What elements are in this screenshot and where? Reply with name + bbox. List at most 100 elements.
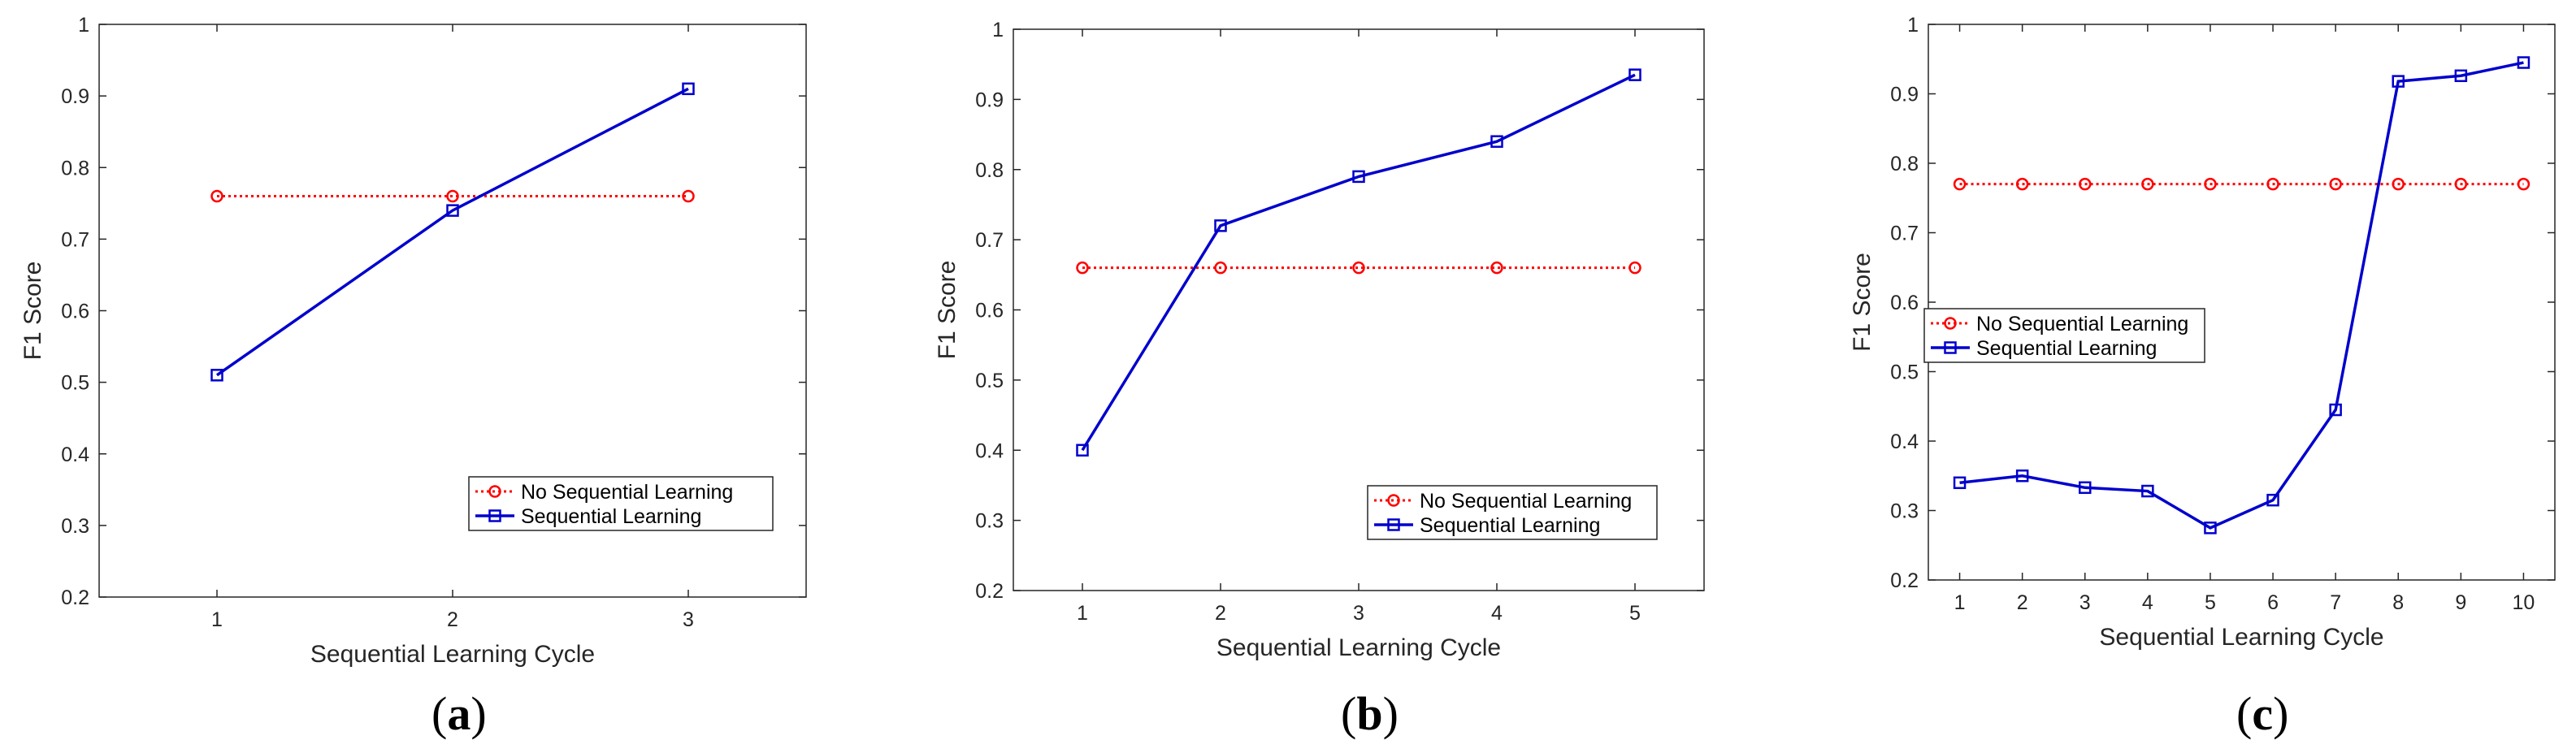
legend-label: No Sequential Learning	[521, 481, 733, 504]
data-point-sequential	[2454, 69, 2468, 83]
legend-box	[468, 476, 774, 531]
y-tick-label: 0.7	[61, 228, 89, 251]
x-tick-label: 5	[2205, 591, 2216, 614]
data-point-sequential	[2204, 521, 2217, 534]
data-point-no-sequential	[2141, 177, 2154, 191]
data-point-sequential	[1214, 219, 1227, 232]
legend-label: Sequential Learning	[1420, 514, 1600, 537]
x-tick-label: 2	[447, 608, 458, 631]
data-point-no-sequential	[2392, 177, 2405, 191]
legend-marker-square	[1944, 341, 1957, 354]
data-point-sequential	[2079, 481, 2092, 495]
data-point-no-sequential	[1628, 261, 1641, 275]
x-tick-label: 1	[211, 608, 223, 631]
data-point-sequential	[1076, 444, 1089, 457]
data-point-sequential	[2141, 484, 2154, 498]
legend-label: No Sequential Learning	[1420, 490, 1632, 513]
legend-box	[1923, 308, 2205, 363]
panel-letter: c	[2252, 687, 2273, 740]
x-axis-label: Sequential Learning Cycle	[1216, 634, 1501, 661]
y-axis-label: F1 Score	[934, 261, 961, 360]
data-point-no-sequential	[1076, 261, 1089, 275]
data-point-sequential	[2517, 56, 2530, 69]
y-tick-label: 0.4	[1890, 431, 1919, 453]
y-tick-label: 0.3	[975, 510, 1004, 533]
x-tick-label: 7	[2330, 591, 2341, 614]
panel-label: (c)	[2236, 687, 2288, 740]
data-point-sequential	[2329, 403, 2342, 417]
y-tick-label: 0.3	[61, 515, 89, 538]
panel-label: (a)	[432, 687, 487, 740]
y-tick-label: 0.7	[1890, 223, 1919, 245]
x-tick-label: 8	[2392, 591, 2404, 614]
x-axis-label: Sequential Learning Cycle	[310, 641, 595, 668]
x-tick-label: 2	[1215, 602, 1226, 625]
data-point-sequential	[210, 369, 223, 382]
chart-panel-c: 0.2 0.3 0.4 0.5 0.6 0.7 0.8 0.9 1 1 2 3 4 5 6 7 8 9 10 Sequ…	[1849, 14, 2556, 740]
data-point-no-sequential	[1953, 177, 1967, 191]
y-axis-label: F1 Score	[20, 262, 46, 361]
data-point-sequential	[1352, 170, 1365, 184]
data-point-no-sequential	[2266, 177, 2279, 191]
y-tick-label: 0.2	[61, 586, 89, 609]
axes-box	[1928, 24, 2556, 581]
panel-letter: b	[1356, 687, 1382, 740]
series-line-sequential	[1959, 61, 2524, 530]
y-tick-label: 0.2	[1890, 569, 1919, 592]
data-point-no-sequential	[1490, 261, 1503, 275]
panel-label: (b)	[1341, 687, 1399, 740]
y-tick-label: 0.9	[61, 85, 89, 108]
legend-label: No Sequential Learning	[1976, 313, 2188, 335]
data-point-no-sequential	[2517, 177, 2530, 191]
x-tick-label: 1	[1077, 602, 1088, 625]
x-tick-label: 4	[2142, 591, 2153, 614]
y-tick-label: 0.6	[1890, 292, 1919, 314]
series-line-sequential	[1081, 73, 1636, 452]
legend-marker-circle	[1944, 317, 1957, 330]
y-tick-label: 0.5	[975, 370, 1004, 392]
x-tick-label: 5	[1629, 602, 1641, 625]
data-point-no-sequential	[1352, 261, 1365, 275]
data-point-sequential	[2015, 470, 2029, 483]
y-tick-label: 1	[1907, 14, 1919, 37]
y-tick-label: 0.8	[975, 159, 1004, 182]
x-tick-label: 3	[1353, 602, 1364, 625]
y-tick-label: 0.9	[975, 89, 1004, 111]
y-tick-label: 0.2	[975, 580, 1004, 603]
y-tick-label: 0.5	[1890, 361, 1919, 384]
y-tick-label: 0.5	[61, 372, 89, 395]
x-axis-label: Sequential Learning Cycle	[2099, 624, 2383, 651]
y-tick-label: 1	[992, 19, 1004, 41]
data-point-no-sequential	[210, 189, 223, 203]
y-tick-label: 0.3	[1890, 500, 1919, 523]
y-axis-label: F1 Score	[1849, 253, 1876, 352]
y-tick-label: 0.6	[975, 300, 1004, 322]
x-tick-label: 9	[2455, 591, 2466, 614]
y-tick-label: 0.8	[61, 157, 89, 180]
legend-label: Sequential Learning	[521, 505, 701, 528]
y-tick-label: 1	[78, 14, 89, 37]
data-point-no-sequential	[2454, 177, 2468, 191]
y-tick-label: 0.8	[1890, 153, 1919, 175]
data-point-sequential	[682, 82, 695, 96]
chart-panel-b: 0.2 0.3 0.4 0.5 0.6 0.7 0.8 0.9 1 1 2 3 4 5 Sequential…	[934, 19, 1705, 740]
legend-marker-square	[1387, 518, 1400, 531]
legend-marker-circle	[1387, 494, 1400, 507]
data-point-sequential	[1628, 68, 1641, 81]
x-tick-label: 2	[2017, 591, 2028, 614]
data-point-no-sequential	[446, 189, 459, 203]
legend-marker-square	[488, 509, 501, 522]
chart-panel-a: 0.2 0.3 0.4 0.5 0.6 0.7 0.8 0.9 1 1 2 3 Sequential L…	[20, 14, 807, 740]
data-point-no-sequential	[2015, 177, 2029, 191]
x-tick-label: 6	[2267, 591, 2279, 614]
x-tick-label: 1	[1954, 591, 1966, 614]
x-tick-label: 4	[1491, 602, 1503, 625]
data-point-sequential	[2392, 75, 2405, 88]
data-point-no-sequential	[1214, 261, 1227, 275]
data-point-no-sequential	[2079, 177, 2092, 191]
data-point-no-sequential	[682, 189, 695, 203]
